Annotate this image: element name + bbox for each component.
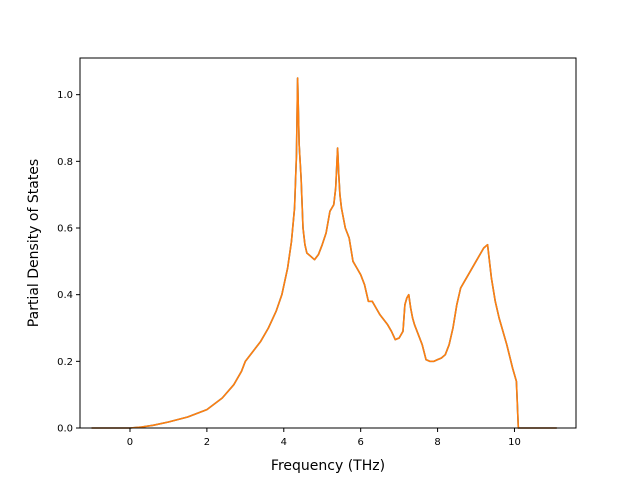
x-tick-label: 0	[127, 437, 133, 448]
y-tick-label: 0.6	[57, 224, 73, 235]
x-tick-label: 6	[357, 437, 363, 448]
y-tick-label: 1.0	[57, 90, 73, 101]
y-tick-label: 0.4	[57, 290, 73, 301]
x-tick-label: 4	[281, 437, 287, 448]
y-axis: 0.0 0.2 0.4 0.6 0.8 1.0	[57, 90, 80, 435]
x-axis: 0 2 4 6 8 10	[127, 428, 521, 448]
x-tick-label: 10	[508, 437, 521, 448]
y-axis-label: Partial Density of States	[26, 159, 42, 327]
plot-frame	[79, 57, 577, 429]
x-tick-label: 2	[204, 437, 210, 448]
y-tick-label: 0.2	[57, 357, 73, 368]
series-line-2	[91, 77, 557, 429]
series-layer	[91, 77, 557, 429]
y-tick-label: 0.0	[57, 424, 73, 435]
x-tick-label: 8	[434, 437, 440, 448]
x-axis-label: Frequency (THz)	[271, 458, 385, 474]
y-tick-label: 0.8	[57, 157, 73, 168]
